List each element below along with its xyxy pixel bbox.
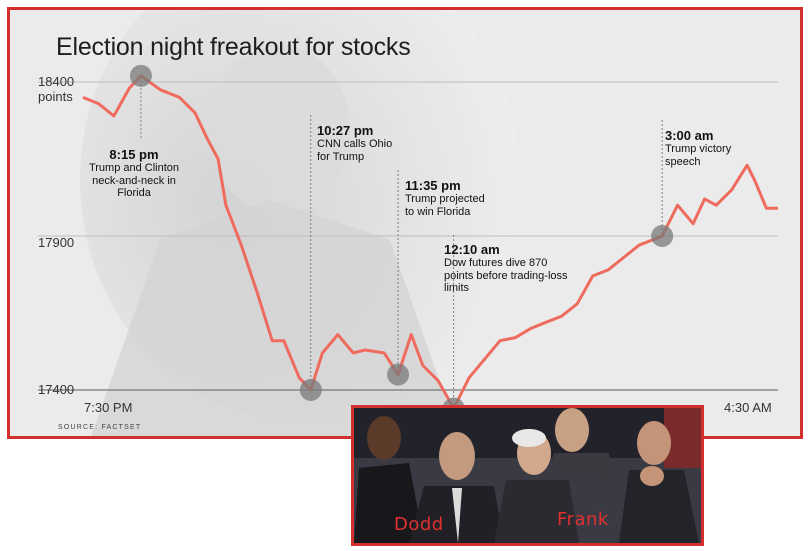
annotation-1210am: 12:10 am Dow futures dive 870 points bef… [444, 242, 594, 295]
x-tick-label: 4:30 AM [724, 400, 772, 415]
line-chart [38, 64, 778, 420]
annotation-1135pm: 11:35 pm Trump projected to win Florida [405, 178, 505, 218]
event-marker [299, 379, 322, 401]
annotation-text: Dow futures dive 870 points before tradi… [444, 257, 568, 294]
series-line [82, 74, 778, 410]
annotation-time: 3:00 am [665, 128, 714, 143]
event-marker [651, 225, 674, 247]
chart-panel: Election night freakout for stocks 18400… [7, 7, 803, 439]
annotation-text: Trump and Clinton neck-and-neck in Flori… [88, 162, 180, 199]
annotation-1027pm: 10:27 pm CNN calls Ohio for Trump [317, 123, 407, 163]
y-tick-label: 17400 [38, 382, 75, 397]
annotation-300am: 3:00 am Trump victory speech [665, 128, 755, 168]
source-note: SOURCE: FACTSET [58, 424, 142, 431]
event-marker [387, 363, 410, 386]
chart-background [10, 10, 800, 436]
y-tick-label: 17900 [38, 235, 75, 250]
x-tick-label: 7:30 PM [84, 400, 133, 415]
chart-title: Election night freakout for stocks [56, 33, 411, 61]
annotation-time: 8:15 pm [109, 147, 159, 162]
annotation-815pm: 8:15 pm Trump and Clinton neck-and-neck … [74, 147, 194, 200]
annotation-time: 10:27 pm [317, 123, 374, 138]
annotation-text: Trump projected to win Florida [405, 193, 485, 218]
annotation-text: CNN calls Ohio for Trump [317, 138, 393, 163]
inset-photo: Dodd Frank [351, 405, 704, 546]
y-tick-label: 18400 points [38, 74, 75, 104]
photo-image [354, 408, 701, 543]
annotation-time: 11:35 pm [405, 178, 461, 193]
event-marker [129, 64, 152, 87]
annotation-text: Trump victory speech [665, 143, 732, 168]
photo-label-dodd: Dodd [394, 514, 444, 535]
photo-label-frank: Frank [557, 509, 609, 530]
annotation-time: 12:10 am [444, 242, 500, 257]
